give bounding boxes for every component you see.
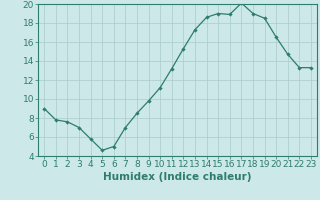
X-axis label: Humidex (Indice chaleur): Humidex (Indice chaleur) xyxy=(103,172,252,182)
